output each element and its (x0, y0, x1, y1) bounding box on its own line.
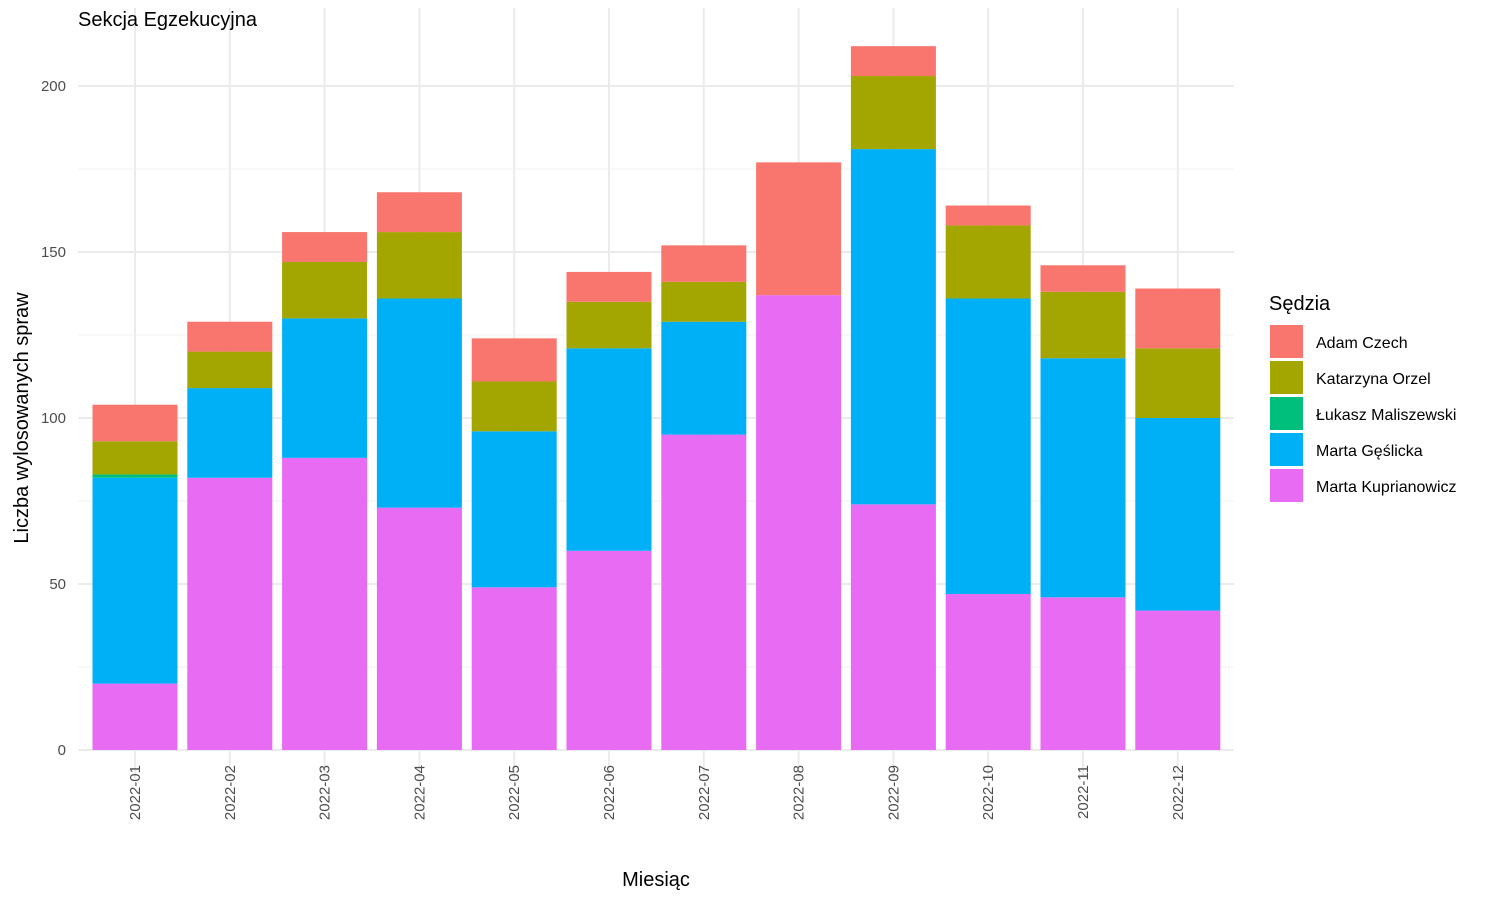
bar-segment (756, 162, 842, 296)
bar-segment (282, 457, 368, 750)
bar-segment (566, 550, 652, 750)
x-tick-label: 2022-11 (1075, 765, 1092, 819)
bar-segment (187, 321, 273, 352)
bar-segment (92, 683, 178, 750)
x-axis-ticks: 2022-01 2022-02 2022-03 2022-04 2022-05 2022-… (127, 765, 1187, 820)
legend-swatch (1270, 433, 1303, 466)
y-tick-label: 100 (41, 410, 66, 427)
bar-segment (282, 318, 368, 458)
y-tick-label: 50 (49, 576, 66, 593)
x-tick-label: 2022-06 (601, 765, 618, 820)
bar-segment (566, 301, 652, 349)
bar-segment (661, 281, 747, 322)
bar-segment (471, 587, 557, 750)
bar-segment (471, 431, 557, 588)
bar-segment (850, 149, 936, 505)
legend-swatch (1270, 361, 1303, 394)
bar-segment (1040, 358, 1126, 598)
bar-segment (1040, 291, 1126, 359)
legend-swatch (1270, 469, 1303, 502)
x-tick-label: 2022-09 (885, 765, 902, 820)
bar-segment (282, 261, 368, 319)
legend-label: Marta Gęślicka (1316, 443, 1423, 460)
bar-segment (945, 593, 1031, 750)
bar-segment (1040, 265, 1126, 292)
x-tick-label: 2022-05 (506, 765, 523, 820)
bar-segment (661, 245, 747, 282)
bar-segment (187, 351, 273, 389)
bar-segment (92, 441, 178, 475)
bar-segment (945, 298, 1031, 594)
legend-title: Sędzia (1269, 293, 1331, 315)
y-tick-label: 0 (58, 742, 66, 759)
bar-segment (376, 232, 462, 299)
x-tick-label: 2022-07 (696, 765, 713, 820)
bar-segment (566, 348, 652, 551)
x-tick-label: 2022-12 (1170, 765, 1187, 820)
bar-segment (1040, 597, 1126, 750)
bar-segment (92, 477, 178, 684)
y-axis-ticks: 0 50 100 150 200 (41, 78, 66, 759)
legend-items: Adam Czech Katarzyna Orzel Łukasz Maliszew… (1270, 325, 1457, 502)
y-tick-label: 200 (41, 78, 66, 95)
bar-segment (661, 321, 747, 435)
bar-segment (187, 477, 273, 750)
bar-segment (1135, 610, 1221, 750)
bar-segment (376, 507, 462, 750)
bar-segment (471, 381, 557, 432)
legend-label: Łukasz Maliszewski (1316, 407, 1456, 424)
bar-segment (92, 404, 178, 442)
x-tick-label: 2022-02 (222, 765, 239, 820)
bars (92, 46, 1221, 750)
bar-segment (850, 76, 936, 150)
x-tick-label: 2022-08 (791, 765, 808, 820)
legend-label: Adam Czech (1316, 335, 1408, 352)
legend-label: Marta Kuprianowicz (1316, 479, 1457, 496)
bar-segment (661, 434, 747, 750)
bar-segment (566, 271, 652, 302)
bar-segment (187, 388, 273, 478)
legend-label: Katarzyna Orzel (1316, 371, 1431, 388)
chart-title: Sekcja Egzekucyjna (78, 9, 258, 31)
bar-segment (850, 46, 936, 77)
bar-segment (376, 298, 462, 508)
legend-swatch (1270, 325, 1303, 358)
bar-segment (471, 338, 557, 382)
y-tick-label: 150 (41, 244, 66, 261)
bar-segment (376, 192, 462, 233)
x-tick-label: 2022-04 (411, 765, 428, 820)
bar-segment (1135, 348, 1221, 418)
legend-swatch (1270, 397, 1303, 430)
bar-segment (945, 205, 1031, 226)
legend: Sędzia Adam Czech Katarzyna Orzel Łukasz M… (1269, 293, 1457, 502)
y-axis-title: Liczba wylosowanych spraw (11, 292, 33, 544)
bar-segment (756, 295, 842, 750)
x-tick-label: 2022-03 (317, 765, 334, 820)
bar-segment (850, 504, 936, 750)
bar-segment (945, 225, 1031, 299)
bar-segment (282, 232, 368, 262)
x-tick-label: 2022-01 (127, 765, 144, 820)
bar-segment (1135, 418, 1221, 611)
x-axis-title: Miesiąc (622, 869, 690, 891)
x-tick-label: 2022-10 (980, 765, 997, 820)
bar-segment (1135, 288, 1221, 349)
bar-segment (92, 474, 178, 478)
